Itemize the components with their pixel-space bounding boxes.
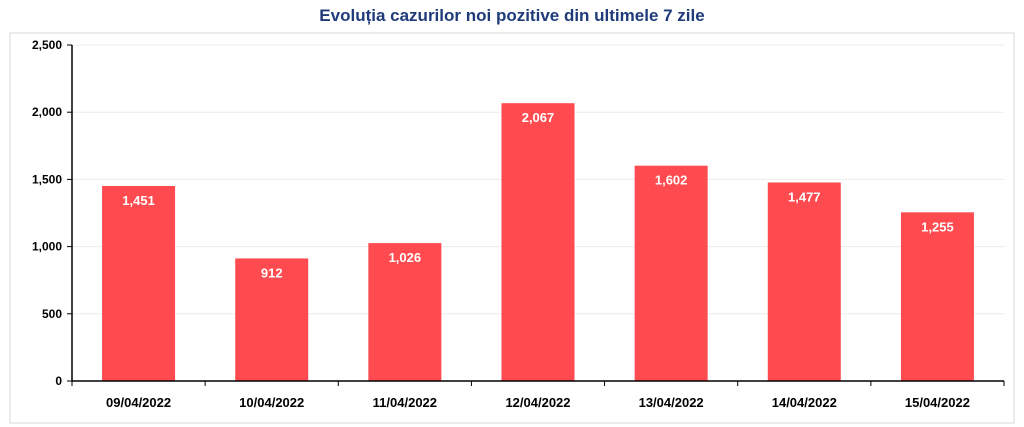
bar (368, 243, 442, 381)
x-tick-label: 13/04/2022 (639, 395, 704, 410)
data-label: 1,255 (921, 219, 954, 234)
data-label: 912 (261, 265, 283, 280)
y-tick-label: 2,000 (32, 105, 62, 119)
x-tick-label: 11/04/2022 (373, 395, 437, 410)
y-ticks: 0 500 1,000 1,500 2,000 2,500 (32, 38, 72, 388)
y-tick-label: 1,500 (32, 172, 62, 186)
bar (235, 258, 309, 381)
y-tick-label: 500 (42, 307, 62, 321)
y-tick-label: 2,500 (32, 38, 62, 52)
y-tick-label: 1,000 (32, 240, 62, 254)
bar (900, 212, 974, 381)
bar (634, 165, 708, 381)
bar (501, 103, 575, 382)
data-label: 1,451 (122, 193, 155, 208)
bar (102, 185, 176, 381)
data-label: 2,067 (522, 110, 555, 125)
axes (71, 45, 1004, 382)
data-label: 1,026 (389, 250, 422, 265)
x-tick-label: 09/04/2022 (106, 395, 171, 410)
x-tick-label: 14/04/2022 (772, 395, 837, 410)
bars: 1,451 912 1,026 2,067 1,602 1,477 1,255 (102, 103, 974, 382)
x-tick-label: 10/04/2022 (239, 395, 304, 410)
data-label: 1,602 (655, 173, 688, 188)
bar (767, 182, 841, 381)
y-tick-label: 0 (55, 374, 62, 388)
plot-frame (9, 32, 1015, 424)
x-tick-label: 12/04/2022 (505, 395, 570, 410)
chart-title: Evoluția cazurilor noi pozitive din ulti… (319, 6, 705, 25)
x-tick-label: 15/04/2022 (905, 395, 970, 410)
data-label: 1,477 (788, 189, 821, 204)
x-ticks: 09/04/2022 10/04/2022 11/04/2022 12/04/2022… (71, 381, 1005, 410)
